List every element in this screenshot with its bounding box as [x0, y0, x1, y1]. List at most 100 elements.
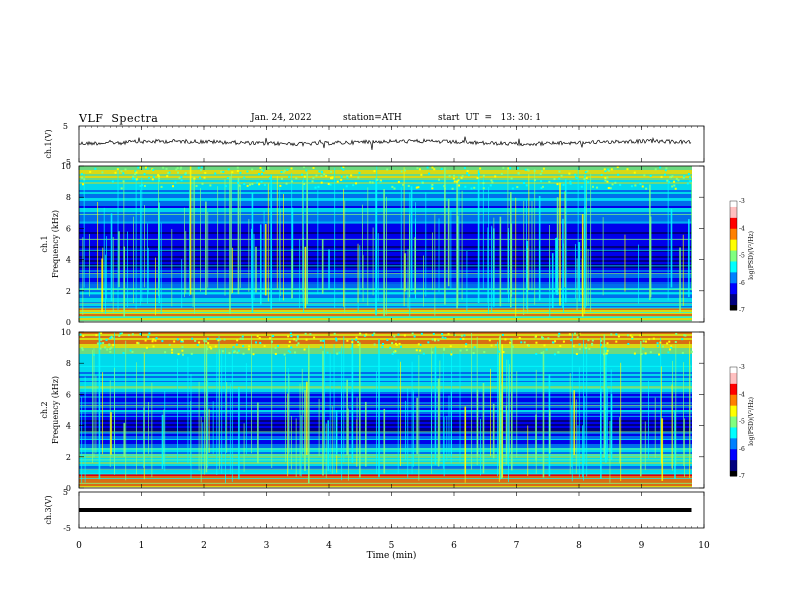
- speckle: [382, 342, 385, 345]
- speckle: [251, 168, 254, 171]
- colorbar-cell: [730, 286, 737, 289]
- spectrogram-band: [79, 186, 692, 188]
- speckle: [447, 333, 450, 336]
- speckle: [209, 346, 212, 349]
- colorbar-cell: [730, 268, 737, 271]
- speckle: [119, 332, 122, 335]
- spectrogram-band: [79, 280, 692, 282]
- spectrogram-band: [79, 270, 692, 272]
- speckle: [386, 338, 389, 341]
- spectrogram-band: [79, 438, 692, 440]
- spectrogram-band: [79, 170, 692, 172]
- colorbar-cell: [730, 374, 737, 377]
- speckle: [603, 168, 606, 171]
- speckle: [296, 337, 299, 340]
- speckle: [604, 170, 607, 173]
- speckle: [206, 348, 209, 351]
- speckle: [335, 337, 338, 340]
- colorbar-tick-label: -3: [739, 364, 745, 371]
- speckle: [633, 171, 636, 174]
- speckle: [648, 338, 651, 341]
- speckle: [491, 181, 494, 184]
- speckle: [600, 339, 603, 342]
- speckle: [587, 181, 590, 184]
- speckle: [168, 171, 171, 174]
- speckle: [671, 175, 674, 178]
- spectrogram-band: [79, 218, 692, 220]
- speckle: [558, 332, 561, 335]
- speckle: [482, 182, 485, 185]
- speckle: [482, 174, 485, 177]
- waveform-trace: [78, 136, 692, 150]
- speckle: [432, 332, 435, 335]
- speckle: [254, 341, 257, 344]
- speckle: [453, 180, 456, 183]
- speckle: [171, 351, 174, 354]
- speckle: [568, 172, 571, 175]
- colorbar-cell: [730, 383, 737, 386]
- colorbar-cell: [730, 428, 737, 432]
- speckle: [290, 335, 293, 338]
- spectrogram-band: [79, 236, 692, 238]
- speckle: [533, 169, 536, 172]
- speckle: [180, 166, 183, 169]
- speckle: [675, 332, 678, 335]
- spectrogram-band: [79, 308, 692, 310]
- colorbar-cell: [730, 394, 737, 397]
- speckle: [464, 345, 467, 348]
- spectrogram-band: [79, 400, 692, 402]
- speckle: [260, 180, 263, 183]
- speckle: [305, 338, 308, 341]
- speckle: [109, 337, 112, 340]
- speckle: [600, 173, 603, 176]
- spectrogram-band: [79, 428, 692, 430]
- speckle: [297, 342, 300, 345]
- speckle: [342, 166, 345, 169]
- colorbar-cell: [730, 457, 737, 461]
- spectrogram-band: [79, 290, 692, 292]
- speckle: [148, 176, 151, 179]
- speckle: [443, 347, 446, 350]
- speckle: [109, 347, 112, 350]
- speckle: [681, 338, 684, 341]
- speckle: [181, 349, 184, 352]
- speckle: [350, 174, 353, 177]
- speckle: [616, 166, 619, 169]
- spectrogram-band: [79, 246, 692, 248]
- speckle: [236, 169, 239, 172]
- speckle: [161, 340, 164, 343]
- colorbar-tick-label: -7: [739, 473, 745, 480]
- y-tick-label: 8: [66, 359, 71, 368]
- spectrogram-band: [79, 374, 692, 376]
- speckle: [219, 338, 222, 341]
- speckle: [557, 351, 560, 354]
- colorbar-cell: [730, 419, 737, 422]
- spectrogram-band: [79, 310, 692, 312]
- speckle: [151, 178, 154, 181]
- spectrogram-band: [79, 334, 692, 336]
- speckle: [220, 170, 223, 173]
- speckle: [318, 170, 321, 173]
- speckle: [322, 339, 325, 342]
- spectrogram-band: [79, 356, 692, 358]
- spectrogram-band: [79, 168, 692, 170]
- speckle: [181, 340, 184, 343]
- speckle: [201, 182, 204, 185]
- speckle: [351, 341, 354, 344]
- speckle: [670, 345, 673, 348]
- speckle: [139, 184, 142, 187]
- y-axis-label: Frequency (kHz): [51, 376, 60, 444]
- speckle: [268, 337, 271, 340]
- speckle: [355, 338, 358, 341]
- speckle: [533, 179, 536, 182]
- speckle: [177, 353, 180, 356]
- speckle: [400, 170, 403, 173]
- speckle: [449, 345, 452, 348]
- speckle: [181, 353, 184, 356]
- speckle: [656, 342, 659, 345]
- speckle: [180, 340, 183, 343]
- speckle: [350, 347, 353, 350]
- speckle: [263, 183, 266, 186]
- colorbar-cell: [730, 448, 737, 452]
- speckle: [441, 333, 444, 336]
